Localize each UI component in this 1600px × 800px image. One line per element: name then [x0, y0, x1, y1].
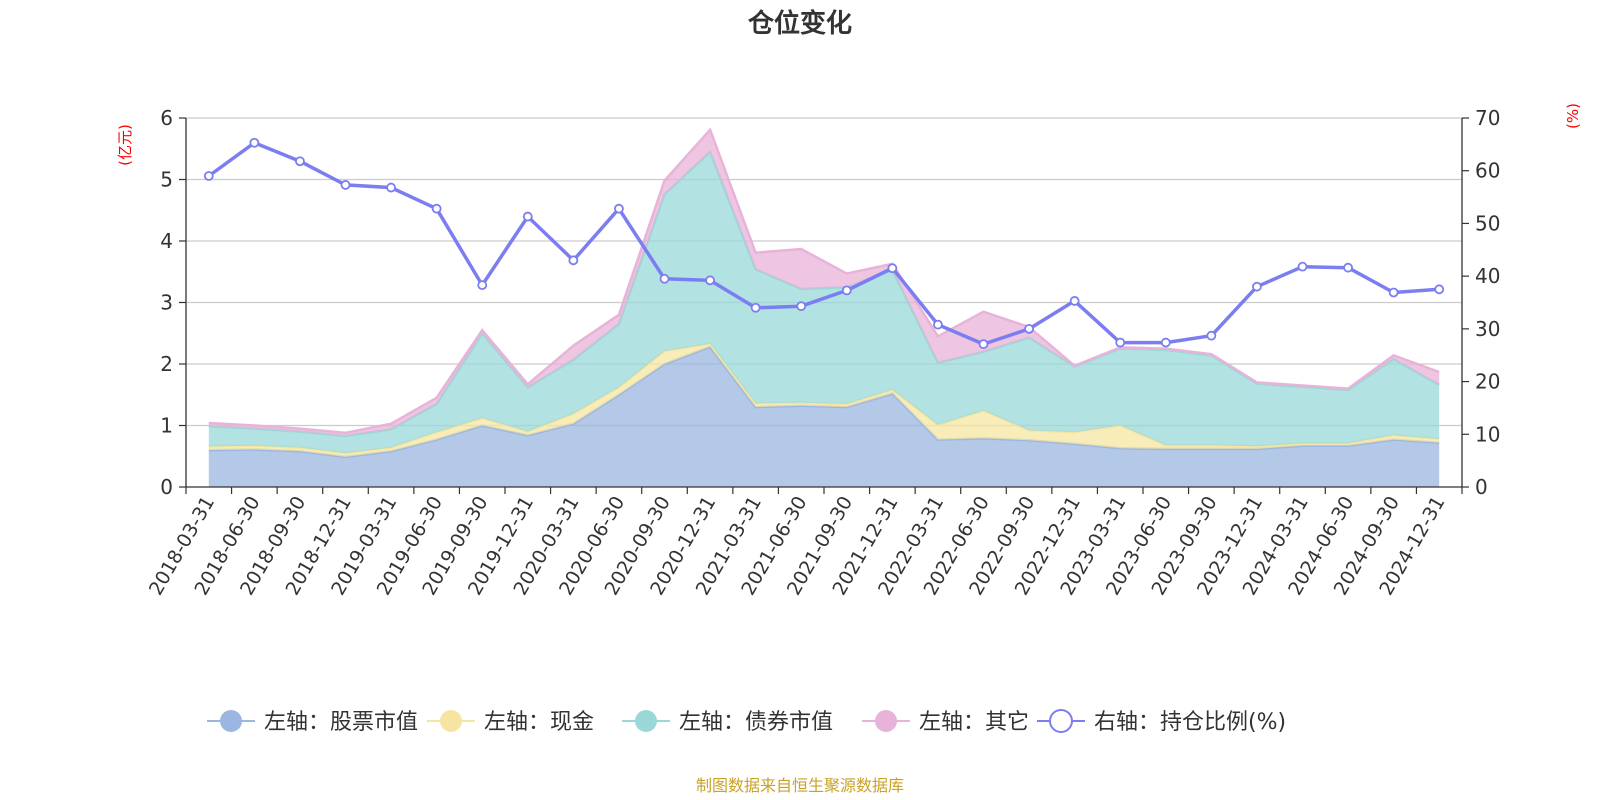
ratio-point [1343, 262, 1353, 273]
ratio-point [978, 339, 989, 350]
ratio-point [1388, 287, 1399, 298]
stacked-areas [208, 127, 1440, 487]
ratio-point [340, 180, 351, 190]
left-axis-tick-label: 2 [160, 352, 173, 376]
left-axis-unit: (亿元) [116, 124, 134, 166]
ratio-point [1160, 337, 1171, 348]
ratio-point [431, 203, 442, 214]
left-axis-tick-label: 0 [160, 475, 173, 499]
legend: 左轴：股票市值 左轴：现金 左轴：债券市值 左轴：其它 右轴：持仓比例(%) [207, 709, 1286, 735]
source-note: 制图数据来自恒生聚源数据库 [696, 776, 904, 795]
chart-title: 仓位变化 [747, 8, 852, 39]
ratio-point [386, 182, 396, 193]
right-axis-tick-label: 10 [1475, 422, 1500, 446]
legend-marker-icon [635, 710, 657, 732]
left-axis-tick-label: 4 [160, 229, 173, 253]
right-axis-unit: (%) [1564, 103, 1582, 129]
ratio-line [207, 141, 1440, 346]
right-axis-tick-label: 30 [1475, 317, 1500, 341]
ratio-point [203, 171, 214, 181]
ratio-point [295, 156, 305, 167]
ratio-point [659, 273, 670, 284]
left-axis-tick-label: 6 [160, 106, 173, 130]
left-axis-tick-label: 5 [160, 168, 173, 192]
area-band [208, 129, 1440, 436]
ratio-point [841, 285, 852, 296]
left-axis-tick-label: 1 [160, 414, 173, 438]
ratio-point [1069, 296, 1080, 306]
area-band [208, 346, 1440, 487]
legend-item: 左轴：债券市值 [622, 710, 833, 735]
right-axis-tick-label: 40 [1475, 264, 1500, 288]
ratio-point [1024, 323, 1034, 334]
legend-marker-icon [220, 710, 242, 732]
area-edge-line [208, 127, 1440, 435]
legend-item: 右轴：持仓比例(%) [1037, 709, 1286, 735]
right-axis-tick-label: 60 [1475, 159, 1500, 183]
legend-item: 左轴：股票市值 [207, 710, 418, 735]
legend-label: 左轴：债券市值 [679, 710, 833, 735]
legend-item: 左轴：现金 [427, 710, 594, 735]
area-band [208, 151, 1440, 454]
ratio-point [249, 137, 260, 148]
ratio-point [568, 255, 579, 266]
legend-label: 右轴：持仓比例(%) [1094, 710, 1286, 735]
left-axis-tick-label: 3 [160, 291, 173, 315]
ratio-point [887, 263, 898, 274]
legend-marker-icon [875, 710, 897, 732]
legend-marker-icon [1049, 709, 1073, 733]
ratio-point [522, 211, 533, 222]
right-axis-tick-label: 50 [1475, 211, 1500, 235]
ratio-point [477, 280, 488, 291]
ratio-point [933, 319, 943, 330]
legend-item: 左轴：其它 [862, 710, 1029, 735]
right-axis-tick-label: 0 [1475, 475, 1488, 499]
ratio-point [1434, 284, 1445, 295]
ratio-point [1206, 330, 1217, 341]
ratio-point [1297, 261, 1308, 272]
ratio-point [705, 275, 715, 286]
legend-label: 左轴：股票市值 [264, 710, 418, 735]
ratio-point [796, 301, 807, 312]
ratio-point [750, 302, 761, 313]
right-axis-tick-label: 70 [1475, 106, 1500, 130]
ratio-point [1252, 281, 1262, 292]
legend-label: 左轴：现金 [484, 710, 594, 735]
legend-label: 左轴：其它 [919, 710, 1029, 735]
ratio-point [1115, 337, 1126, 348]
ratio-point [614, 203, 624, 214]
legend-marker-icon [440, 710, 462, 732]
ratio-line-series [203, 137, 1445, 350]
right-axis-tick-label: 20 [1475, 370, 1500, 394]
